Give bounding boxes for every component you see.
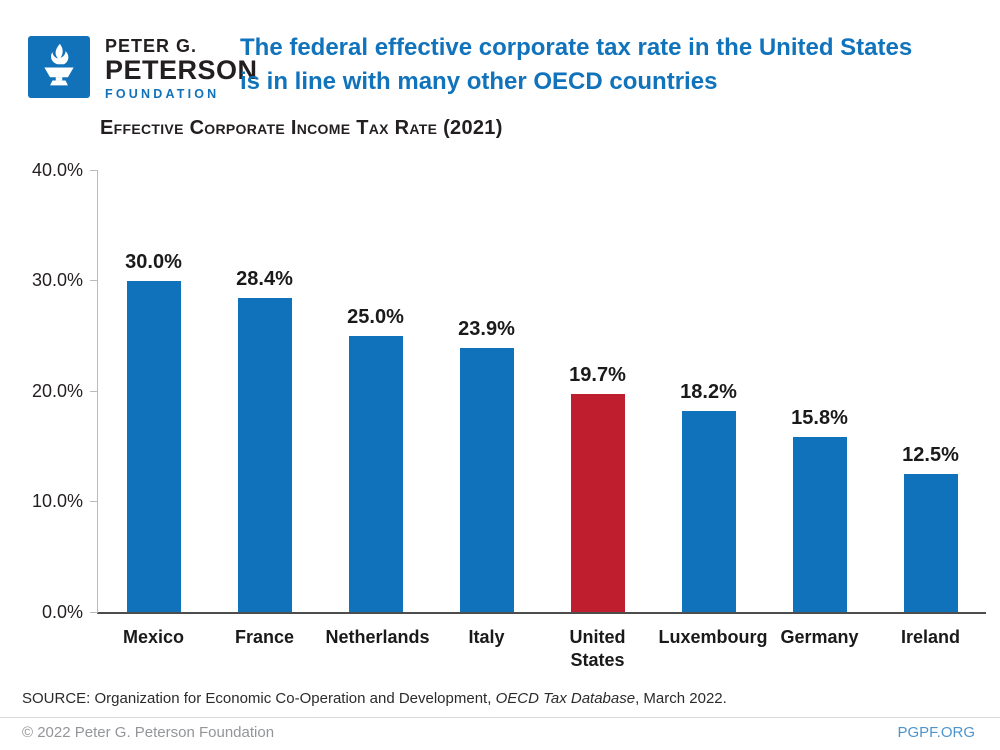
footer-divider [0, 717, 1000, 718]
chart-title: Effective Corporate Income Tax Rate (202… [100, 117, 503, 139]
y-axis-tick-label: 10.0% [31, 491, 83, 511]
bar-slot-france: 28.4% France [209, 170, 320, 647]
page-title-line-2: is in line with many other OECD countrie… [240, 68, 718, 95]
bar-chart: 0.0% 10.0% 20.0% 30.0% 40.0% 30.0% Mexico 28.4… [32, 160, 986, 671]
bar-france [237, 298, 292, 612]
bar-category-label: Germany [780, 627, 859, 647]
bar-value-label: 28.4% [236, 268, 293, 291]
tick-mark [90, 390, 98, 392]
bar-category-label: Mexico [122, 627, 185, 647]
source-text: SOURCE: Organization for Economic Co-Ope… [22, 690, 496, 707]
page-title: The federal effective corporate tax rate… [240, 31, 995, 99]
bar-slot-germany: 15.8% Germany [764, 170, 875, 647]
y-axis-tick-label: 0.0% [41, 601, 83, 622]
bar-value-label: 25.0% [347, 305, 404, 328]
y-axis-tick: 40.0% [21, 160, 98, 180]
bar-germany [792, 437, 847, 612]
source-date: , March 2022. [635, 690, 727, 707]
source-database-name: OECD Tax Database [495, 690, 636, 707]
bar-category-label: Luxembourg [658, 627, 768, 647]
bar-italy [459, 347, 514, 612]
tick-mark [90, 501, 98, 502]
pgpf-org-link[interactable]: PGPF.ORG [897, 724, 975, 741]
tick-mark [90, 611, 98, 613]
torch-icon [33, 39, 85, 96]
logo-line-foundation: FOUNDATION [105, 87, 220, 101]
bar-value-label: 12.5% [902, 443, 959, 466]
bar-netherlands [348, 335, 403, 612]
pgpf-logo [28, 36, 90, 98]
tick-mark [90, 280, 98, 281]
pgpf-logo-text: PETER G. PETERSON FOUNDATION [105, 36, 258, 102]
source-note: SOURCE: Organization for Economic Co-Ope… [22, 690, 727, 707]
y-axis-tick-label: 30.0% [31, 270, 83, 290]
bar-category-label: Italy [468, 627, 505, 647]
y-axis-tick-label: 40.0% [31, 159, 83, 180]
bar-slot-united-states: 19.7% United States [542, 170, 653, 670]
bar-slot-mexico: 30.0% Mexico [98, 170, 209, 648]
bar-category-label: Netherlands [325, 627, 430, 647]
bar-value-label: 19.7% [569, 364, 626, 387]
logo-line-peter-g: PETER G. [105, 36, 198, 56]
y-axis-tick: 20.0% [21, 381, 98, 401]
bar-ireland [903, 473, 958, 612]
tick-mark [90, 169, 98, 171]
bar-luxembourg [681, 410, 736, 612]
bar-category-label: France [234, 627, 295, 647]
copyright-text: © 2022 Peter G. Peterson Foundation [22, 724, 275, 741]
bar-slot-luxembourg: 18.2% Luxembourg [653, 170, 768, 647]
y-axis-tick-label: 20.0% [31, 380, 83, 401]
y-axis-tick: 0.0% [21, 602, 98, 622]
bar-value-label: 23.9% [458, 317, 515, 340]
bar-mexico [126, 280, 181, 612]
logo-line-peterson: PETERSON [105, 55, 258, 85]
bar-category-label: United States [569, 627, 626, 670]
bar-category-label: Ireland [900, 627, 961, 647]
bar-slot-ireland: 12.5% Ireland [875, 170, 986, 647]
y-axis-tick: 30.0% [21, 270, 98, 291]
bar-value-label: 15.8% [791, 407, 848, 430]
bar-slot-netherlands: 25.0% Netherlands [320, 170, 431, 647]
y-axis-tick: 10.0% [21, 491, 98, 512]
bar-value-label: 18.2% [680, 380, 737, 403]
bar-united-states [570, 394, 625, 612]
plot-slots: 30.0% Mexico 28.4% France 25.0% Netherlands 23… [98, 170, 986, 671]
page-title-line-1: The federal effective corporate tax rate… [240, 34, 913, 61]
bar-slot-italy: 23.9% Italy [431, 170, 542, 647]
bar-value-label: 30.0% [125, 250, 182, 273]
